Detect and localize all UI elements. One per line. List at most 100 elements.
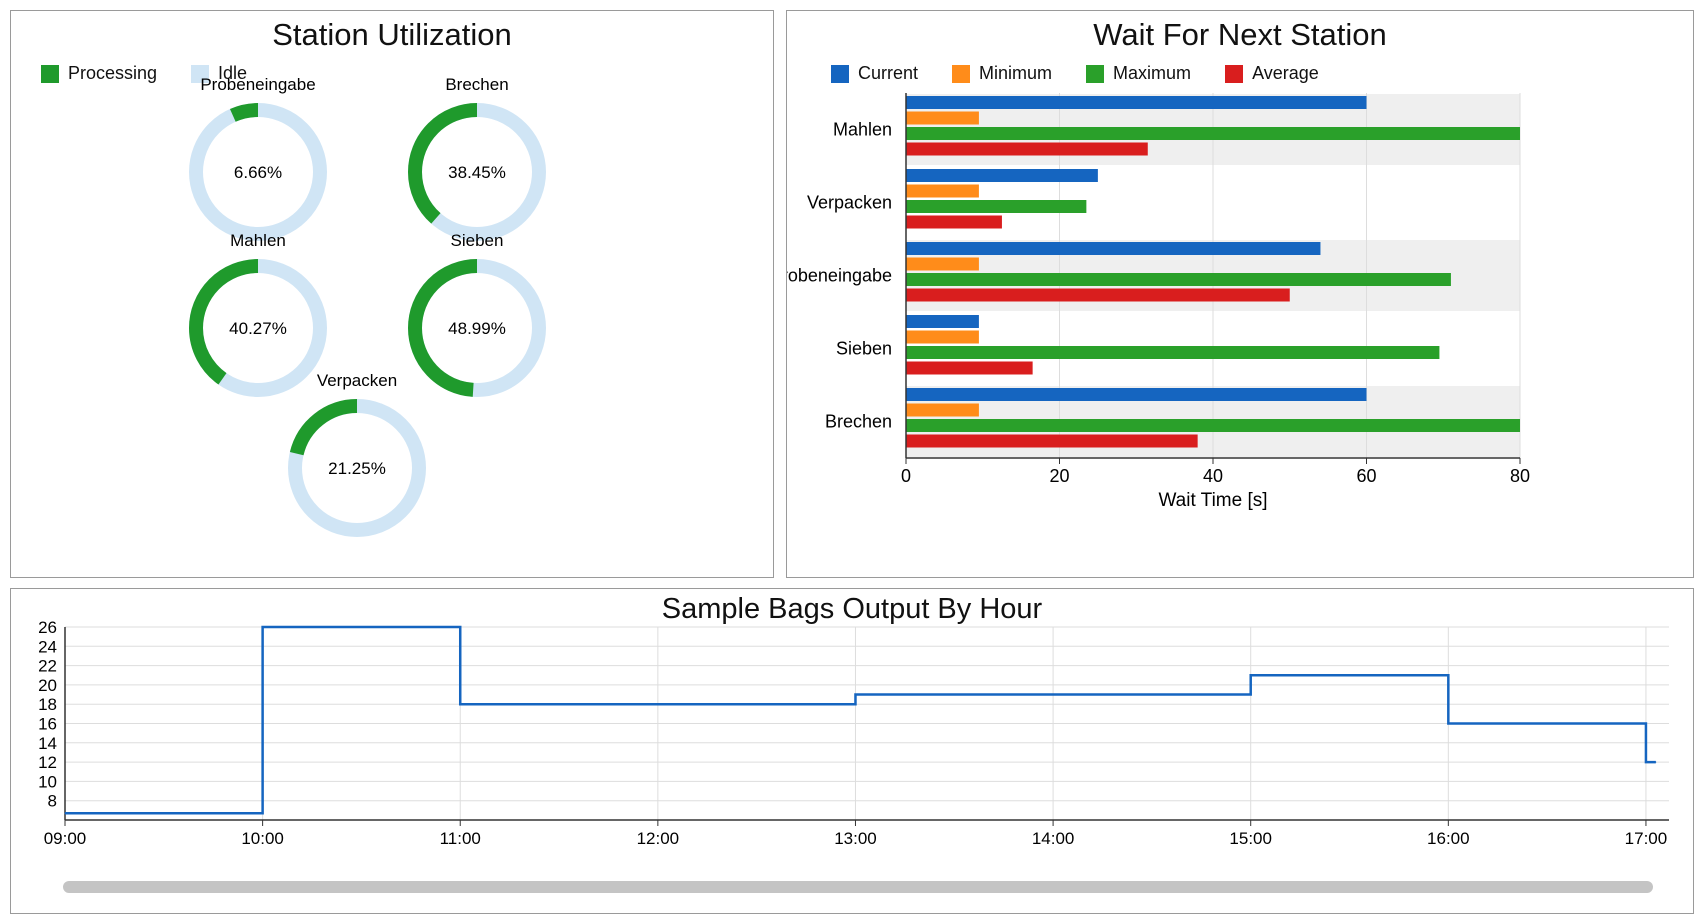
donut-processing-brechen <box>408 103 546 241</box>
bar-minimum-brechen <box>906 403 979 417</box>
legend-processing[interactable]: Processing <box>41 63 157 84</box>
x-tick-20: 20 <box>1049 466 1069 486</box>
donut-sieben: Sieben 48.99% <box>408 231 546 397</box>
donut-label-mahlen: Mahlen <box>230 231 286 250</box>
wait-for-next-station-panel: Wait For Next Station Current Minimum Ma… <box>786 10 1694 578</box>
bar-minimum-sieben <box>906 330 979 344</box>
x-tick-17-00: 17:00 <box>1625 829 1668 848</box>
bar-maximum-sieben <box>906 346 1440 359</box>
donut-label-probeneingabe: Probeneingabe <box>200 75 315 94</box>
y-tick-mahlen: Mahlen <box>833 120 892 140</box>
y-tick-10: 10 <box>38 772 57 791</box>
x-tick-80: 80 <box>1510 466 1530 486</box>
legend-average-swatch <box>1225 64 1244 83</box>
donut-probeneingabe: Probeneingabe 6.66% <box>189 75 327 241</box>
donut-label-brechen: Brechen <box>445 75 508 94</box>
y-tick-16: 16 <box>38 715 57 734</box>
legend-idle-swatch <box>191 64 210 83</box>
y-tick-sieben: Sieben <box>836 339 892 359</box>
data-point-17-03 <box>1655 761 1657 763</box>
legend-idle-label: Idle <box>218 63 248 83</box>
data-point-10-00 <box>262 626 264 628</box>
legend-processing-label: Processing <box>68 63 158 83</box>
utilization-donuts: Probeneingabe 6.66% Brechen 38.45% Mahlen 40.… <box>189 75 546 537</box>
y-tick-brechen: Brechen <box>825 412 892 432</box>
data-point-16-00 <box>1447 723 1449 724</box>
y-tick-14: 14 <box>38 734 57 753</box>
bar-average-verpacken <box>906 215 1002 229</box>
data-point-09-00 <box>64 812 66 814</box>
bar-minimum-mahlen <box>906 111 979 125</box>
time-scrollbar[interactable] <box>63 881 1653 893</box>
output-step-line <box>65 625 1656 815</box>
y-tick-20: 20 <box>38 676 57 695</box>
wait-title: Wait For Next Station <box>1093 17 1387 52</box>
bar-current-brechen <box>906 388 1367 401</box>
donut-label-verpacken: Verpacken <box>317 371 397 390</box>
bar-average-brechen <box>906 434 1198 448</box>
wait-bar-chart: Mahlen Verpacken Probeneingabe Sieben Breche… <box>787 93 1530 511</box>
data-point-13-00 <box>854 694 856 696</box>
x-tick-0: 0 <box>901 466 911 486</box>
x-tick-11-00: 11:00 <box>440 829 481 848</box>
bar-average-sieben <box>906 361 1033 375</box>
legend-idle[interactable]: Idle <box>191 63 247 84</box>
bar-current-verpacken <box>906 169 1098 182</box>
donut-label-sieben: Sieben <box>451 231 504 250</box>
x-tick-16-00: 16:00 <box>1427 829 1470 848</box>
bar-current-sieben <box>906 315 979 328</box>
donut-value-verpacken: 21.25% <box>328 459 386 478</box>
x-tick-12-00: 12:00 <box>637 829 680 848</box>
donut-mahlen: Mahlen 40.27% <box>189 231 327 397</box>
donut-brechen: Brechen 38.45% <box>408 75 546 241</box>
legend-current[interactable]: Current <box>831 63 918 84</box>
legend-average-label: Average <box>1252 63 1319 83</box>
bar-average-mahlen <box>906 142 1148 156</box>
legend-current-label: Current <box>858 63 919 83</box>
donut-value-probeneingabe: 6.66% <box>234 163 282 182</box>
utilization-title: Station Utilization <box>272 17 512 52</box>
donut-processing-mahlen <box>189 259 327 397</box>
y-tick-8: 8 <box>48 792 57 811</box>
y-tick-probeneingabe: Probeneingabe <box>787 266 892 286</box>
x-tick-14-00: 14:00 <box>1032 829 1075 848</box>
y-tick-24: 24 <box>38 637 57 656</box>
bar-minimum-probeneingabe <box>906 257 979 271</box>
y-tick-18: 18 <box>38 695 57 714</box>
legend-minimum-swatch <box>952 64 971 83</box>
donut-verpacken: Verpacken 21.25% <box>288 371 426 537</box>
bar-current-mahlen <box>906 96 1367 109</box>
donut-processing-probeneingabe <box>189 103 327 241</box>
y-tick-26: 26 <box>38 618 57 637</box>
legend-current-swatch <box>831 64 849 83</box>
x-tick-13-00: 13:00 <box>834 829 877 848</box>
data-point-15-00 <box>1250 674 1252 676</box>
legend-maximum-label: Maximum <box>1113 63 1192 83</box>
x-tick-60: 60 <box>1356 466 1376 486</box>
y-tick-verpacken: Verpacken <box>807 193 892 213</box>
bar-current-probeneingabe <box>906 242 1321 255</box>
y-tick-12: 12 <box>38 753 57 772</box>
legend-average[interactable]: Average <box>1225 63 1319 84</box>
legend-maximum-swatch <box>1086 64 1105 83</box>
legend-maximum[interactable]: Maximum <box>1086 63 1191 84</box>
x-tick-40: 40 <box>1203 466 1223 486</box>
bags-title: Sample Bags Output By Hour <box>661 593 1043 625</box>
donut-processing-sieben <box>408 259 546 397</box>
legend-minimum-label: Minimum <box>979 63 1053 83</box>
wait-legend: Current Minimum Maximum Average <box>831 63 1353 84</box>
bar-maximum-mahlen <box>906 127 1520 140</box>
y-tick-22: 22 <box>38 657 57 676</box>
donut-value-brechen: 38.45% <box>448 163 506 182</box>
sample-bags-panel: Sample Bags Output By Hour 8 10 12 14 16 18 20… <box>10 588 1694 914</box>
station-utilization-panel: Station Utilization Processing Idle Prob… <box>10 10 774 578</box>
bar-average-probeneingabe <box>906 288 1290 302</box>
bar-maximum-brechen <box>906 419 1520 432</box>
bar-maximum-verpacken <box>906 200 1087 213</box>
x-tick-15-00: 15:00 <box>1229 829 1272 848</box>
bar-maximum-probeneingabe <box>906 273 1451 286</box>
donut-value-sieben: 48.99% <box>448 319 506 338</box>
data-point-11-00 <box>459 703 461 705</box>
legend-minimum[interactable]: Minimum <box>952 63 1052 84</box>
